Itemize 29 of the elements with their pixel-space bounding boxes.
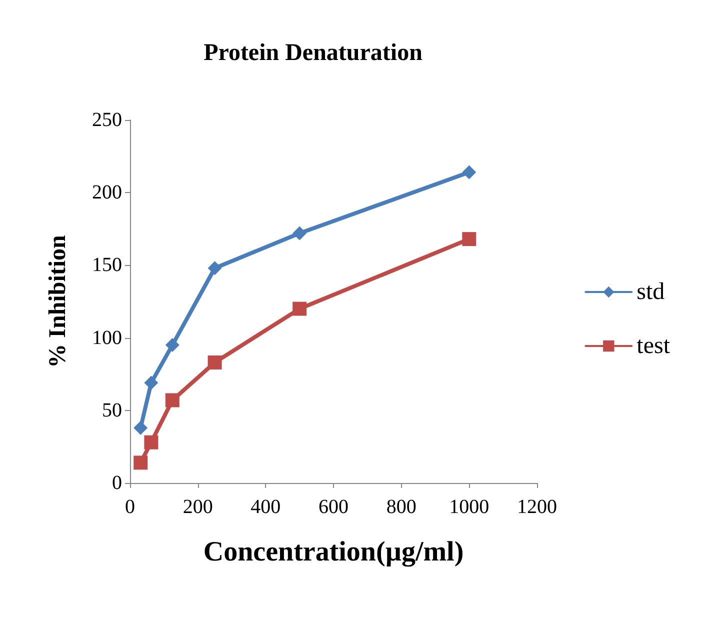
x-axis-title: Concentration(µg/ml) <box>203 536 464 568</box>
point <box>292 226 307 240</box>
point <box>144 376 158 390</box>
point <box>208 355 222 370</box>
point <box>462 232 476 246</box>
y-tick-label: 0 <box>112 472 122 494</box>
point <box>134 456 148 470</box>
x-tick-label: 800 <box>386 496 416 518</box>
x-tick-label: 600 <box>318 496 348 518</box>
chart-title: Protein Denaturation <box>204 40 422 66</box>
point <box>165 338 180 352</box>
point <box>462 165 476 180</box>
legend-label: std <box>636 279 665 305</box>
x-tick-label: 200 <box>182 496 213 518</box>
y-tick-label: 200 <box>92 182 122 204</box>
y-tick-label: 250 <box>92 109 122 131</box>
point <box>208 261 222 276</box>
legend-label: test <box>636 333 670 359</box>
y-tick-label: 50 <box>102 399 122 422</box>
y-tick-label: 100 <box>92 326 122 349</box>
x-tick-label: 1000 <box>449 496 490 518</box>
y-axis-title: % Inhibition <box>45 235 71 368</box>
point <box>134 420 148 435</box>
x-tick-label: 1200 <box>517 496 557 518</box>
point <box>292 302 307 316</box>
y-tick-label: 150 <box>92 254 122 276</box>
x-tick-label: 400 <box>250 496 281 518</box>
point <box>165 393 180 408</box>
point <box>144 435 158 450</box>
